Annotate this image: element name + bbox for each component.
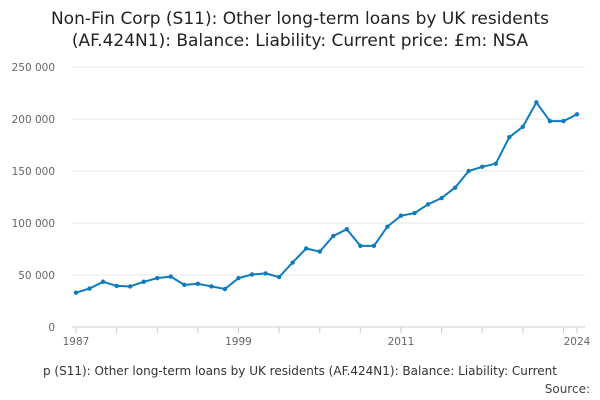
data-point	[439, 195, 444, 201]
data-point	[493, 161, 498, 166]
data-point	[520, 124, 526, 129]
data-point	[561, 118, 566, 124]
data-point	[141, 279, 146, 284]
data-point	[303, 246, 309, 251]
x-tick-label: 1987	[63, 336, 90, 348]
data-point	[73, 290, 79, 295]
data-point	[127, 284, 133, 289]
y-tick-label: 150 000	[12, 166, 55, 178]
data-point	[574, 112, 580, 117]
y-tick-label: 100 000	[12, 218, 55, 230]
data-point	[317, 249, 322, 254]
data-point	[100, 279, 106, 284]
data-point	[290, 260, 295, 265]
data-point	[155, 275, 160, 281]
data-point	[371, 243, 377, 249]
data-point	[114, 283, 119, 289]
data-point	[507, 135, 512, 140]
data-point	[209, 284, 214, 289]
y-tick-label: 50 000	[18, 270, 55, 282]
y-tick-label: 250 000	[12, 62, 55, 74]
data-point	[263, 271, 268, 276]
data-point	[385, 224, 390, 229]
x-tick-label: 2024	[564, 336, 591, 348]
x-axis: 1987 1999 2011 2024	[63, 327, 591, 348]
x-tick-label: 1999	[225, 336, 252, 348]
y-tick-label: 0	[48, 322, 55, 334]
data-point	[425, 202, 431, 207]
source-label: Source:	[545, 382, 590, 396]
data-point	[412, 210, 417, 216]
y-tick-label: 200 000	[12, 114, 55, 126]
y-axis: 0 50 000 100 000 150 000 200 000 250 000	[12, 62, 55, 334]
data-point	[276, 274, 282, 280]
data-point	[398, 213, 404, 218]
data-point	[195, 281, 201, 287]
data-point	[466, 168, 471, 174]
chart-title: Non-Fin Corp (S11): Other long-term loan…	[51, 9, 549, 51]
data-point	[358, 243, 363, 249]
data-point	[182, 282, 187, 288]
chart-title-line: Non-Fin Corp (S11): Other long-term loan…	[51, 9, 549, 29]
data-point	[236, 275, 241, 281]
data-point	[534, 100, 539, 105]
x-tick-label: 2011	[388, 336, 415, 348]
data-point	[87, 286, 92, 291]
data-point	[249, 272, 255, 277]
data-point	[222, 286, 228, 292]
series-line	[75, 101, 578, 294]
footer-caption: p (S11): Other long-term loans by UK res…	[43, 364, 557, 378]
data-point	[452, 185, 458, 190]
data-point	[168, 274, 173, 279]
gridlines	[72, 66, 585, 328]
series-group	[73, 100, 580, 295]
data-point	[344, 227, 350, 232]
data-point	[547, 118, 553, 124]
data-point	[480, 164, 485, 170]
data-point	[331, 233, 336, 239]
chart-title-line: (AF.424N1): Balance: Liability: Current …	[72, 31, 529, 51]
